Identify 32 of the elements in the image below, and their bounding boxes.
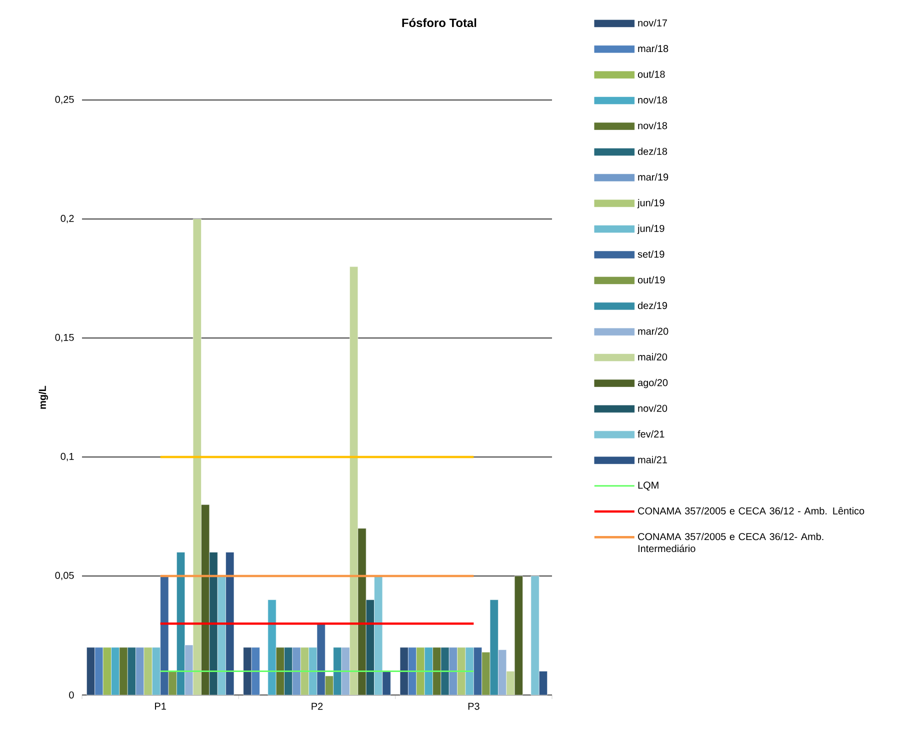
legend-label: nov/17: [638, 19, 667, 26]
legend-label: CONAMA 357/2005 e CECA 36/12- Amb. Intermediário: [638, 532, 824, 552]
y-tick-label: 0,15: [55, 334, 74, 342]
chart-title: Fósforo Total: [402, 18, 476, 28]
legend-label: out/18: [638, 70, 665, 78]
x-tick-label: P3: [468, 702, 480, 710]
legend-label: ago/20: [638, 378, 668, 388]
legend-label: jun/19: [637, 198, 664, 208]
legend-label: CONAMA 357/2005 e CECA 36/12 - Amb. Lêntico: [638, 507, 864, 514]
legend-label: nov/20: [638, 404, 668, 412]
legend-label: set/19: [638, 250, 664, 258]
legend-label: jun/19: [637, 224, 664, 234]
legend-label: mai/21: [638, 456, 667, 464]
legend-label: dez/19: [638, 302, 667, 310]
y-tick-label: 0: [69, 691, 74, 699]
y-tick-label: 0,25: [55, 96, 74, 104]
legend-label: mar/20: [638, 327, 668, 335]
legend-label: nov/18: [638, 122, 668, 130]
legend-label: fev/21: [638, 430, 664, 438]
legend-label: LQM: [638, 482, 658, 491]
legend-label: nov/18: [638, 96, 668, 104]
legend-label: mar/18: [638, 44, 668, 52]
y-tick-label: 0,1: [60, 452, 74, 462]
y-axis-title: mg/L: [38, 386, 48, 409]
legend-label: out/19: [638, 276, 665, 284]
legend-label: mai/20: [638, 353, 668, 360]
y-tick-label: 0,05: [55, 572, 74, 580]
x-tick-label: P2: [312, 702, 323, 710]
y-tick-label: 0,2: [60, 214, 74, 224]
x-tick-label: P1: [155, 702, 166, 710]
legend-label: dez/18: [638, 148, 668, 155]
legend-label: mar/19: [638, 173, 668, 181]
